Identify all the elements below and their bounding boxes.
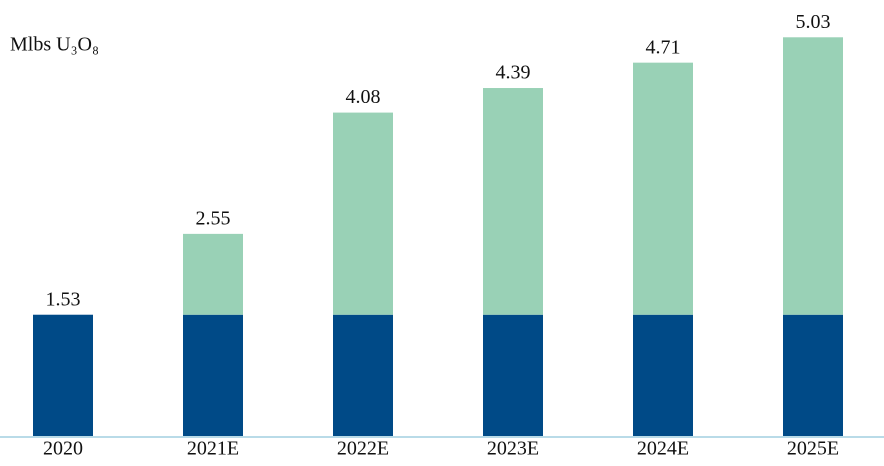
- x-tick-label: 2022E: [337, 438, 389, 460]
- bar-segment: [783, 37, 843, 315]
- total-label: 4.71: [646, 36, 681, 58]
- total-label: 2.55: [196, 207, 231, 229]
- bar-segment: [333, 314, 393, 436]
- bar-segment: [483, 314, 543, 436]
- total-label: 1.53: [46, 288, 81, 310]
- x-tick-label: 2025E: [787, 438, 839, 460]
- bar-segment: [183, 314, 243, 436]
- bar-segment: [483, 88, 543, 315]
- x-tick-label: 2021E: [187, 438, 239, 460]
- total-label: 4.08: [346, 86, 381, 108]
- bar-segment: [333, 112, 393, 315]
- total-label: 5.03: [796, 11, 831, 33]
- bar-segment: [633, 314, 693, 436]
- x-tick-label: 2024E: [637, 438, 689, 460]
- y-axis-label: Mlbs U₃O₈: [10, 34, 99, 56]
- x-tick-label: 2023E: [487, 438, 539, 460]
- total-label: 4.39: [496, 62, 531, 84]
- bar-segment: [33, 314, 93, 436]
- x-tick-label: 2020: [43, 438, 83, 460]
- bar-segment: [183, 233, 243, 315]
- bar-segment: [783, 314, 843, 436]
- bar-segment: [633, 62, 693, 315]
